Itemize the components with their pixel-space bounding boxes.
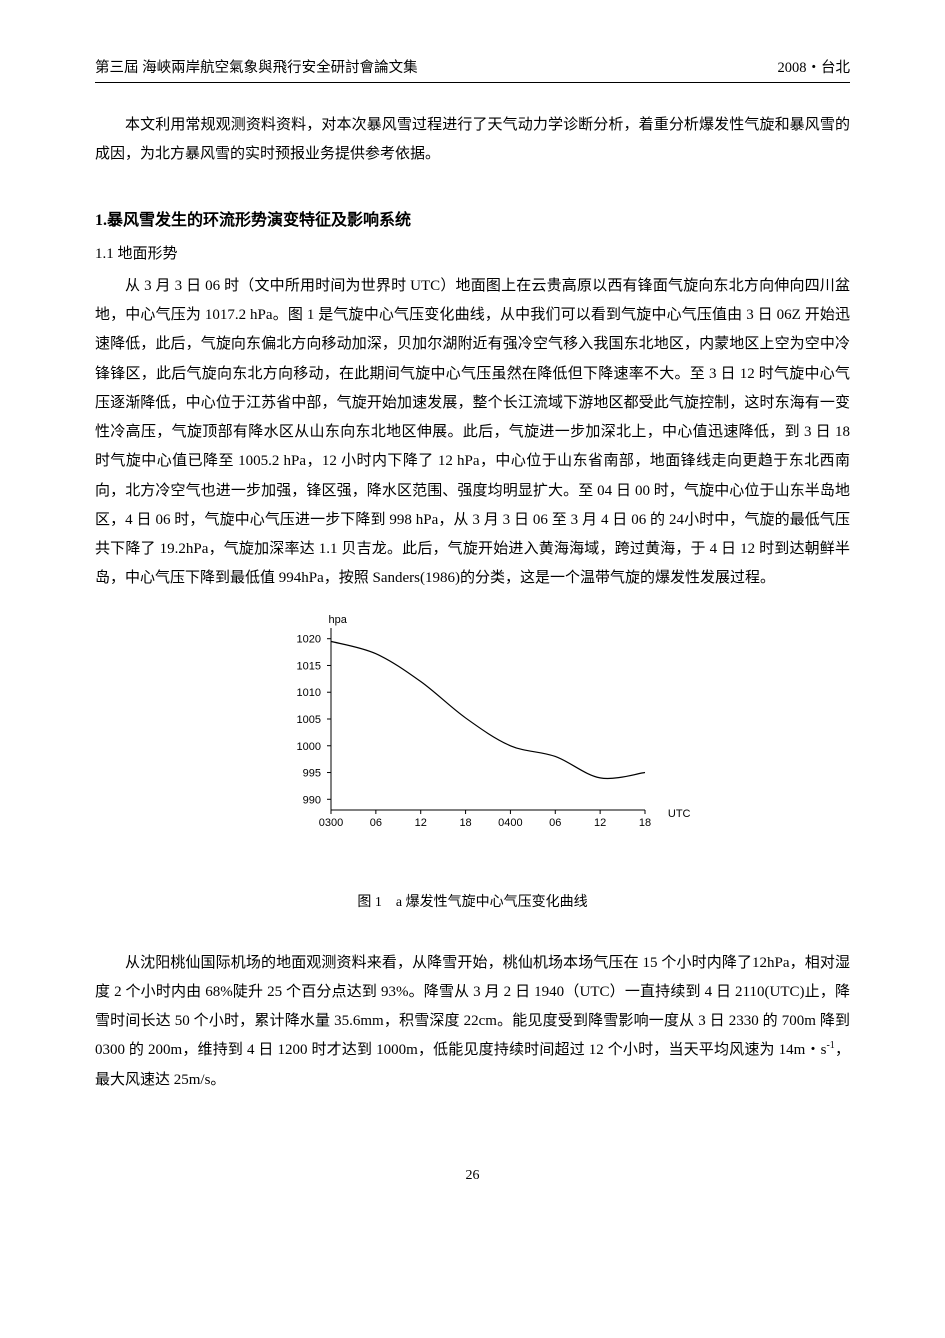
superscript-minus1: -1 <box>826 1040 834 1051</box>
figure-1-caption: 图 1 a 爆发性气旋中心气压变化曲线 <box>95 892 850 913</box>
figure-1-wrap: 990 995 1000 1005 1010 1015 1020 0300 06 12 18 0400… <box>95 614 850 844</box>
header-rule <box>95 82 850 83</box>
x-axis-unit: UTC <box>668 806 691 823</box>
svg-text:1015: 1015 <box>296 660 320 672</box>
subsection-1-1-label: 1.1 地面形势 <box>95 243 850 266</box>
svg-text:18: 18 <box>638 817 650 829</box>
svg-text:12: 12 <box>414 817 426 829</box>
svg-text:990: 990 <box>302 794 320 806</box>
header-left: 第三屆 海峽兩岸航空氣象與飛行安全研討會論文集 <box>95 58 418 80</box>
svg-text:1010: 1010 <box>296 687 320 699</box>
y-axis-unit: hpa <box>329 612 347 629</box>
svg-text:995: 995 <box>302 767 320 779</box>
page-number: 26 <box>95 1165 850 1186</box>
figure-1-chart: 990 995 1000 1005 1010 1015 1020 0300 06 12 18 0400… <box>253 614 693 844</box>
svg-text:12: 12 <box>594 817 606 829</box>
svg-text:18: 18 <box>459 817 471 829</box>
svg-text:0400: 0400 <box>498 817 522 829</box>
svg-text:1005: 1005 <box>296 714 320 726</box>
pressure-curve-svg: 990 995 1000 1005 1010 1015 1020 0300 06 12 18 0400… <box>253 614 693 844</box>
svg-text:06: 06 <box>369 817 381 829</box>
body-2-part-a: 从沈阳桃仙国际机场的地面观测资料来看，从降雪开始，桃仙机场本场气压在 15 个小… <box>95 955 850 1059</box>
body-2-paragraph: 从沈阳桃仙国际机场的地面观测资料来看，从降雪开始，桃仙机场本场气压在 15 个小… <box>95 949 850 1095</box>
header-right: 2008・台北 <box>778 58 851 80</box>
section-1-heading: 1.暴风雪发生的环流形势演变特征及影响系统 <box>95 209 850 233</box>
svg-text:1000: 1000 <box>296 740 320 752</box>
page-header: 第三屆 海峽兩岸航空氣象與飛行安全研討會論文集 2008・台北 <box>95 58 850 80</box>
svg-text:0300: 0300 <box>318 817 342 829</box>
section-1-body: 从 3 月 3 日 06 时（文中所用时间为世界时 UTC）地面图上在云贵高原以… <box>95 272 850 594</box>
svg-text:1020: 1020 <box>296 633 320 645</box>
intro-paragraph: 本文利用常规观测资料资料，对本次暴风雪过程进行了天气动力学诊断分析，着重分析爆发… <box>95 111 850 170</box>
svg-text:06: 06 <box>549 817 561 829</box>
